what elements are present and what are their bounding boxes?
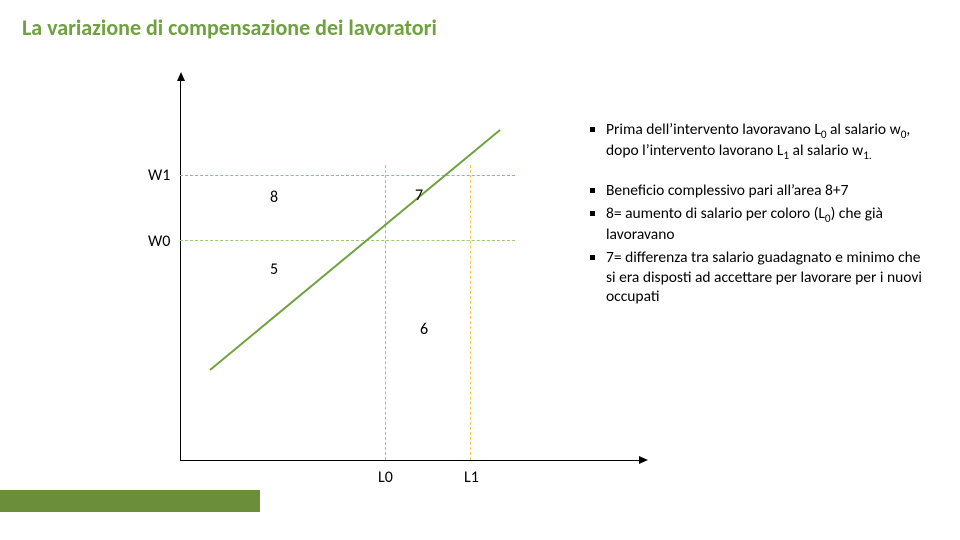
region-7: 7: [415, 186, 423, 205]
footer-bar: [0, 490, 960, 512]
bullet-4: 7= differenza tra salario guadagnato e m…: [606, 248, 933, 307]
bullet-1: Prima dell’intervento lavoravano L0 al s…: [606, 120, 933, 163]
region-5: 5: [270, 260, 278, 279]
label-l1: L1: [464, 468, 479, 487]
page-title: La variazione di compensazione dei lavor…: [22, 14, 437, 41]
region-6: 6: [420, 320, 428, 339]
bullet-list: Prima dell’intervento lavoravano L0 al s…: [588, 120, 933, 325]
region-8: 8: [270, 188, 278, 207]
label-w1: W1: [148, 166, 170, 185]
chart-area: 8 7 5 6 W1 W0 L0 L1: [140, 70, 620, 480]
label-w0: W0: [148, 232, 170, 251]
bullet-2: Beneficio complessivo pari all’area 8+7: [606, 181, 933, 201]
bullet-3: 8= aumento di salario per coloro (L0) ch…: [606, 204, 933, 245]
supply-line: [140, 70, 620, 480]
label-l0: L0: [378, 468, 393, 487]
